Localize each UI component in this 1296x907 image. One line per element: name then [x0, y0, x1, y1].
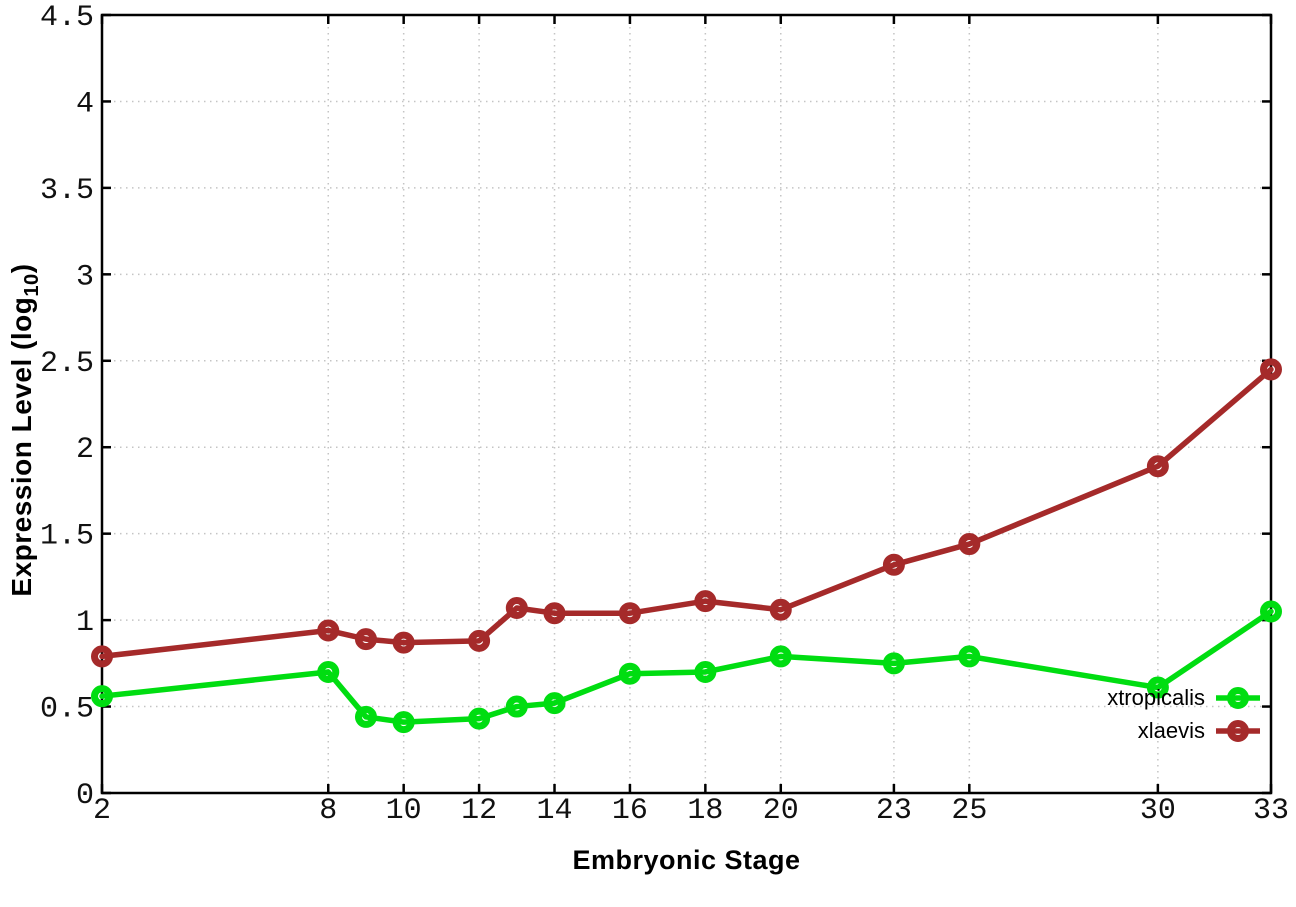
legend-item-xlaevis: xlaevis	[1107, 714, 1262, 747]
data-point-xtropicalis	[1260, 600, 1282, 623]
series-line-xlaevis	[99, 366, 1274, 660]
legend-sample-xlaevis-icon	[1216, 719, 1260, 742]
data-point-xtropicalis	[694, 660, 717, 683]
data-point-xlaevis	[505, 597, 528, 620]
data-point-xlaevis	[769, 598, 792, 621]
legend: xtropicalis xlaevis	[1107, 681, 1262, 747]
data-point-xtropicalis	[1146, 676, 1169, 699]
series-line-xtropicalis	[99, 608, 1274, 725]
data-point-xlaevis	[618, 602, 641, 625]
data-point-xlaevis	[958, 533, 981, 556]
x-tick-label: 25	[951, 794, 987, 828]
data-point-xtropicalis	[317, 660, 340, 683]
data-point-xlaevis	[392, 631, 415, 654]
data-point-xtropicalis	[882, 652, 905, 675]
x-tick-label: 20	[763, 794, 799, 828]
y-tick-label: 1	[76, 606, 94, 640]
data-point-xtropicalis	[354, 705, 377, 728]
data-point-xlaevis	[882, 553, 905, 576]
data-point-xtropicalis	[91, 685, 113, 708]
x-tick-label: 18	[687, 794, 723, 828]
x-tick-label: 23	[876, 794, 912, 828]
y-tick-label: 3	[76, 260, 94, 294]
y-tick-label: 2.5	[40, 347, 94, 381]
data-point-xtropicalis	[543, 692, 566, 715]
y-tick-label: 4	[76, 87, 94, 121]
x-tick-label: 12	[461, 794, 497, 828]
data-point-xtropicalis	[769, 645, 792, 668]
y-tick-label: 4.5	[40, 1, 94, 35]
data-point-xlaevis	[543, 602, 566, 625]
data-point-xlaevis	[317, 619, 340, 642]
x-tick-label: 14	[537, 794, 573, 828]
y-tick-label: 0	[76, 779, 94, 813]
legend-item-xtropicalis: xtropicalis	[1107, 681, 1262, 714]
data-point-xtropicalis	[468, 707, 491, 730]
y-tick-label: 2	[76, 433, 94, 467]
data-point-xtropicalis	[618, 662, 641, 685]
data-point-xtropicalis	[958, 645, 981, 668]
x-tick-label: 30	[1140, 794, 1176, 828]
y-axis-title-close: )	[6, 263, 38, 274]
legend-label-xlaevis: xlaevis	[1137, 717, 1205, 743]
legend-sample-xtropicalis-icon	[1216, 686, 1260, 709]
x-tick-label: 33	[1253, 794, 1289, 828]
legend-label-xtropicalis: xtropicalis	[1107, 684, 1205, 710]
data-point-xlaevis	[91, 645, 113, 668]
x-tick-label: 16	[612, 794, 648, 828]
data-point-xlaevis	[354, 628, 377, 651]
y-axis-title-subscript: 10	[20, 273, 43, 297]
data-point-xtropicalis	[505, 695, 528, 718]
x-tick-label: 8	[319, 794, 337, 828]
y-axis-title: Expression Level (log10)	[6, 263, 44, 596]
data-point-xlaevis	[468, 629, 491, 652]
y-tick-label: 3.5	[40, 174, 94, 208]
data-point-xlaevis	[694, 590, 717, 613]
data-point-xlaevis	[1260, 358, 1282, 381]
data-point-xtropicalis	[392, 711, 415, 734]
y-tick-label: 1.5	[40, 520, 94, 554]
y-tick-label: 0.5	[40, 693, 94, 727]
x-tick-label: 10	[386, 794, 422, 828]
x-tick-label: 2	[93, 794, 111, 828]
data-point-xlaevis	[1146, 455, 1169, 478]
plot-border	[100, 13, 1273, 795]
y-axis-title-text: Expression Level (log	[6, 296, 38, 597]
x-axis-title: Embryonic Stage	[572, 845, 801, 875]
